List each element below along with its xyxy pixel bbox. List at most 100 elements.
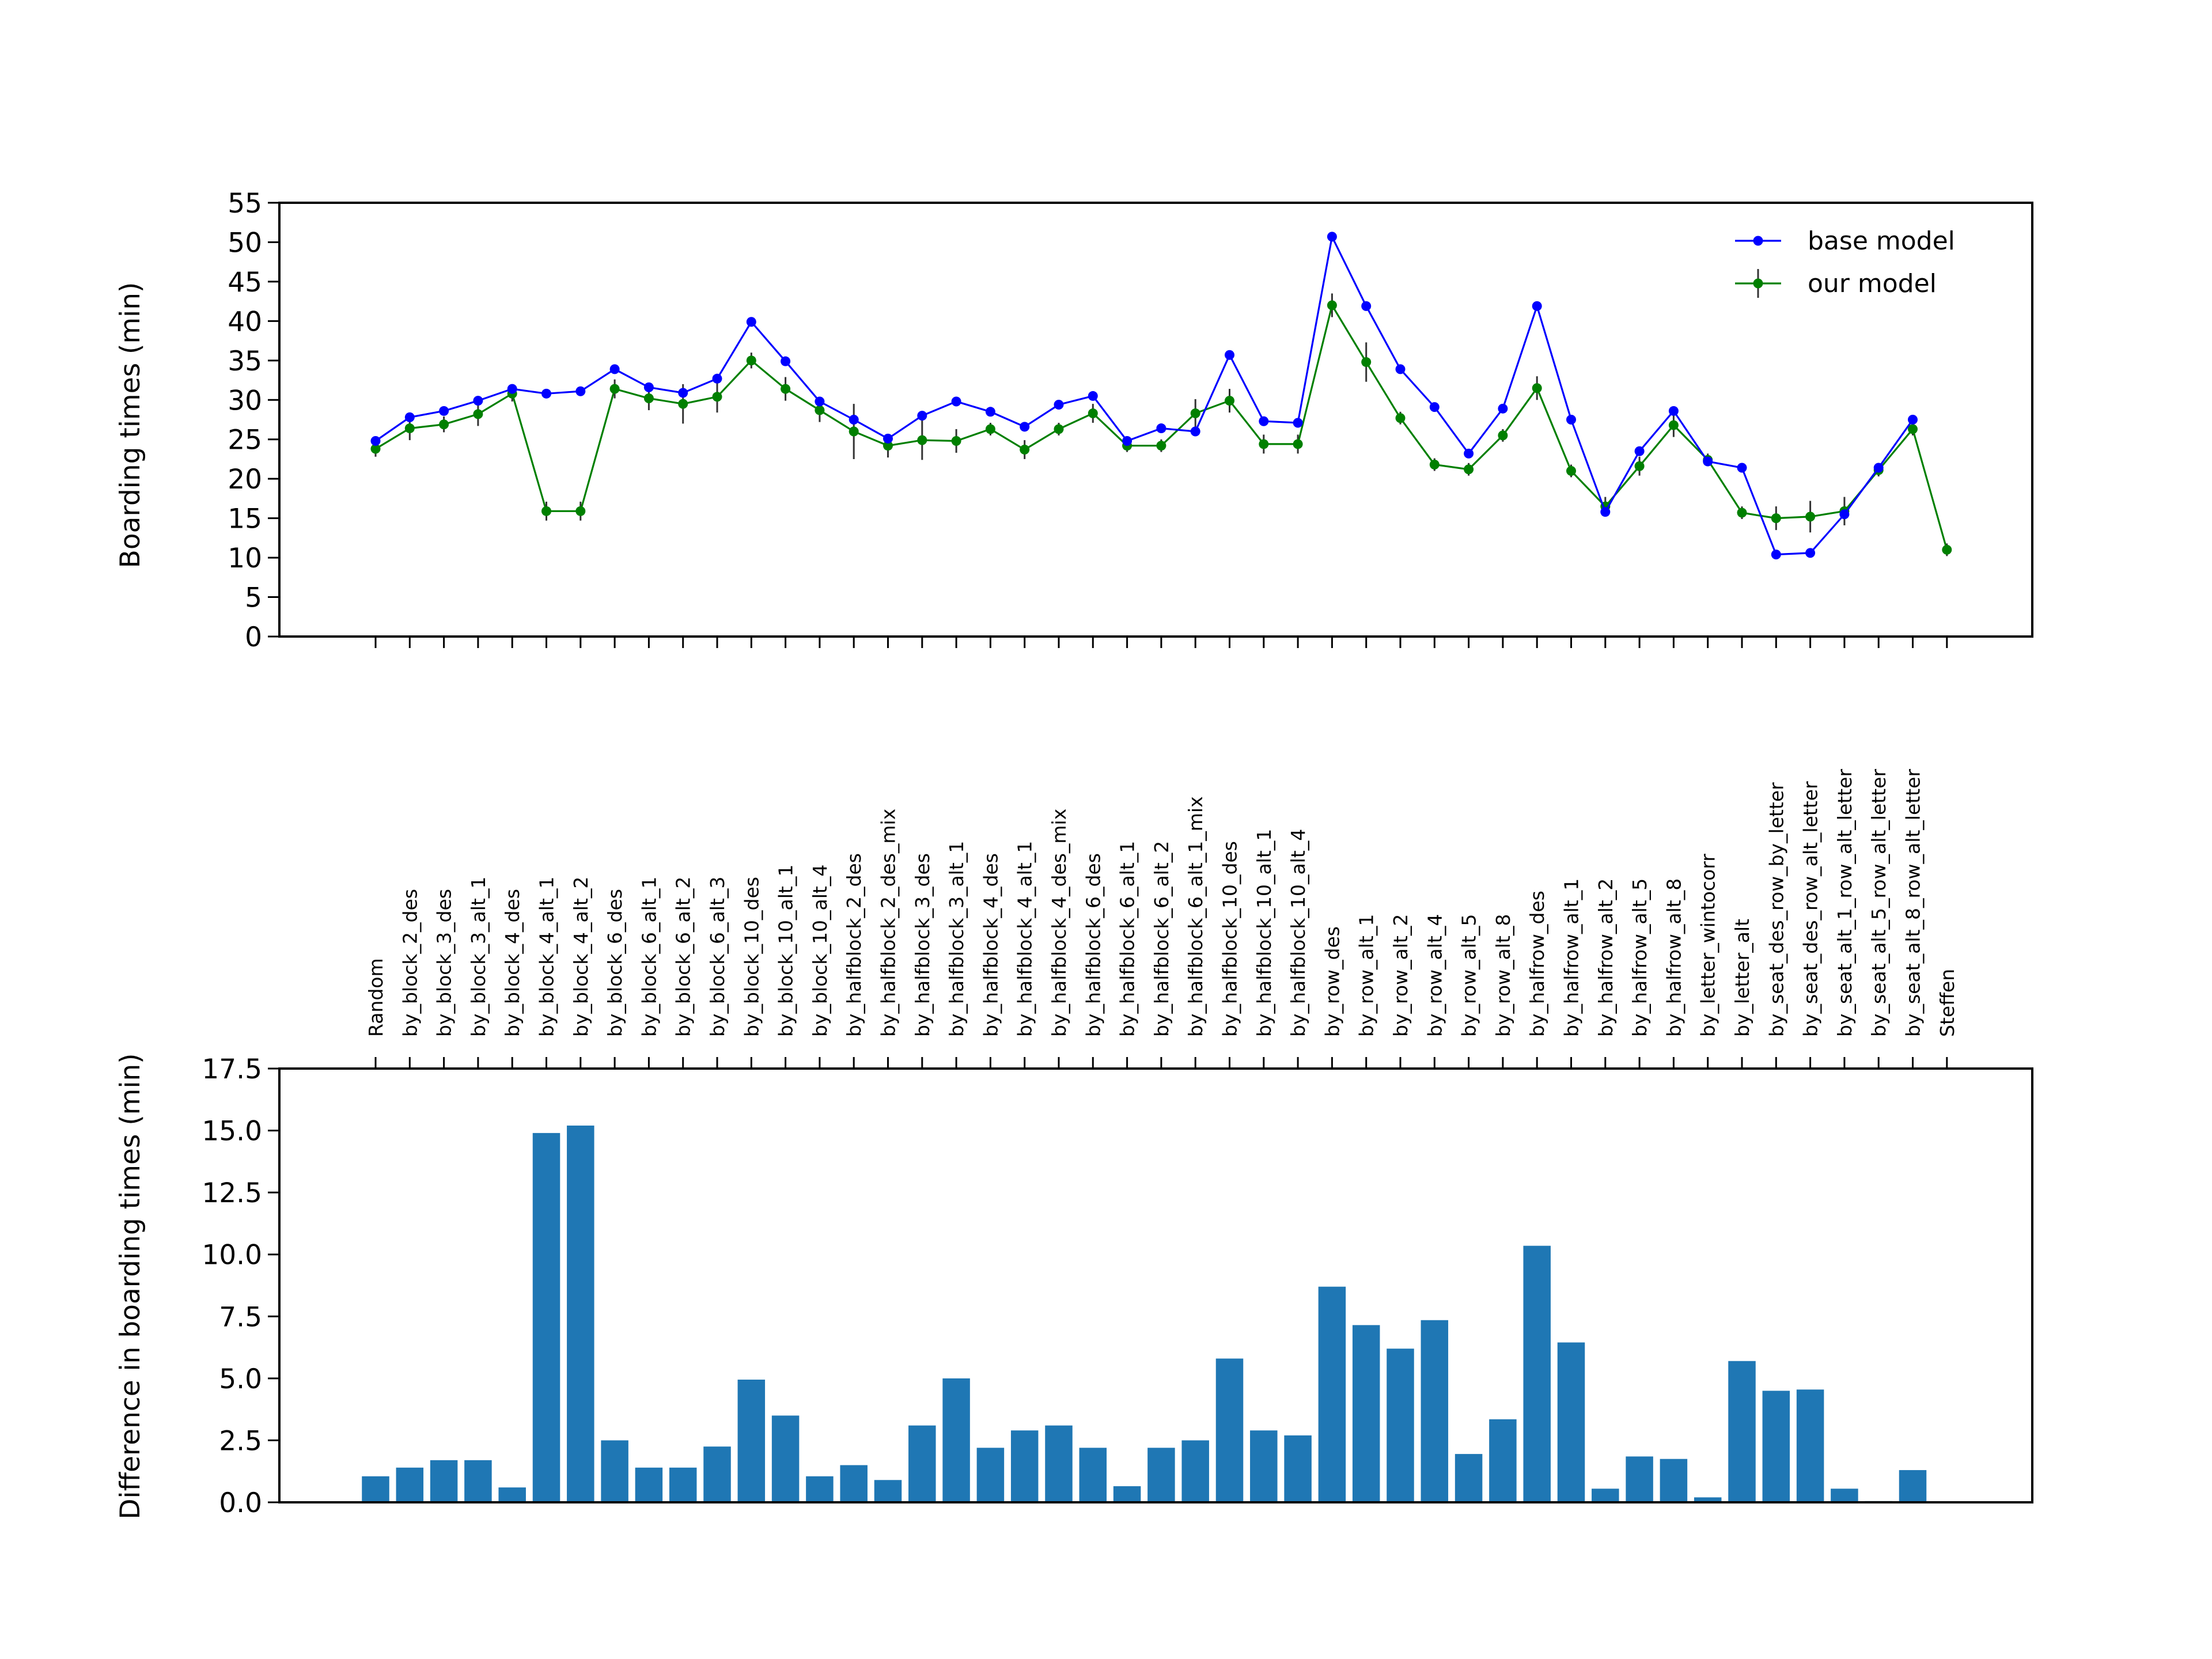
category-label: by_halfrow_alt_2 (1594, 878, 1617, 1037)
data-point (1873, 463, 1884, 473)
data-point (1668, 420, 1679, 430)
category-label: by_halfrow_des (1526, 891, 1548, 1037)
data-point (370, 444, 381, 454)
data-point (1771, 513, 1781, 524)
data-point (1498, 403, 1508, 414)
bar (1523, 1245, 1551, 1502)
category-label: Random (365, 958, 387, 1037)
top-y-tick-label: 55 (228, 188, 262, 219)
bar (1318, 1286, 1346, 1502)
bar (1831, 1488, 1858, 1502)
category-label: by_halfblock_4_des_mix (1048, 809, 1070, 1037)
data-point (1327, 300, 1337, 310)
bar (840, 1465, 868, 1502)
category-label: by_halfblock_6_alt_1 (1116, 841, 1139, 1037)
data-point (1259, 439, 1269, 449)
data-point (1805, 512, 1816, 522)
data-point (1088, 391, 1098, 401)
data-point (1532, 383, 1542, 393)
data-point (1464, 448, 1474, 459)
bar (464, 1460, 492, 1502)
bar (1660, 1459, 1688, 1502)
series-base-model (370, 232, 1918, 560)
bar (1489, 1419, 1517, 1502)
data-point (1054, 399, 1064, 410)
bar (1796, 1389, 1824, 1502)
bar (1387, 1349, 1414, 1502)
top-y-tick-label: 40 (228, 306, 262, 338)
legend-marker (1753, 278, 1763, 289)
data-point (815, 396, 825, 407)
data-point (1225, 396, 1234, 406)
data-point (1908, 415, 1918, 425)
bar (1215, 1358, 1244, 1502)
data-point (1429, 460, 1440, 470)
bottom-y-axis-label: Difference in boarding times (min) (115, 1053, 146, 1519)
series-line (375, 233, 1914, 556)
data-point (1225, 350, 1234, 360)
data-point (985, 407, 995, 417)
category-label: by_row_des (1321, 926, 1343, 1037)
category-label: by_halfblock_3_des (911, 853, 934, 1037)
data-point (404, 412, 415, 422)
top-y-tick-label: 50 (228, 227, 262, 259)
top-y-tick-label: 25 (228, 425, 262, 456)
category-label: by_block_4_alt_1 (536, 877, 558, 1037)
data-point (370, 435, 381, 446)
category-label: by_halfblock_4_des (979, 853, 1002, 1037)
top-y-tick-label: 30 (228, 385, 262, 416)
bar (601, 1440, 628, 1502)
category-label: by_block_3_alt_1 (467, 877, 490, 1037)
bar (1557, 1342, 1585, 1502)
data-point (1361, 357, 1372, 368)
data-point (1737, 463, 1747, 473)
category-label: by_halfblock_2_des (843, 853, 865, 1037)
data-point (1737, 507, 1747, 518)
data-point (1088, 408, 1098, 419)
category-label: by_row_alt_1 (1355, 914, 1378, 1037)
bar (635, 1467, 663, 1502)
data-point (1600, 507, 1611, 517)
data-point (1464, 464, 1474, 475)
bar (1421, 1320, 1449, 1502)
top-y-tick-label: 35 (228, 346, 262, 377)
bar (874, 1480, 902, 1502)
data-point (1293, 439, 1303, 449)
bottom-y-tick-label: 17.5 (202, 1054, 262, 1085)
category-tick-labels: Random by_block_2_des by_block_3_des by_blo… (365, 769, 1959, 1037)
category-label: by_row_alt_8 (1492, 914, 1514, 1037)
bottom-plot-frame (278, 1067, 2033, 1503)
data-point (1634, 446, 1645, 456)
data-point (678, 399, 688, 409)
data-point (1634, 461, 1645, 471)
top-y-tick-label: 45 (228, 267, 262, 298)
top-y-tick-label: 20 (228, 464, 262, 495)
category-label: by_halfblock_10_alt_4 (1287, 829, 1309, 1037)
series-our-model (370, 293, 1952, 556)
data-point (439, 406, 449, 416)
bar (567, 1125, 594, 1502)
category-label: by_block_10_des (740, 877, 763, 1037)
data-point (1703, 456, 1713, 467)
bar (430, 1460, 458, 1502)
data-point (1566, 465, 1576, 476)
data-point (1190, 426, 1200, 437)
category-label: by_row_alt_4 (1423, 914, 1446, 1037)
category-label: by_block_10_alt_1 (775, 865, 797, 1037)
bar (1010, 1430, 1039, 1502)
bottom-y-tick-label: 7.5 (219, 1301, 262, 1333)
data-point (473, 396, 483, 406)
data-point (1395, 364, 1406, 374)
data-point (985, 424, 995, 434)
category-label: by_halfrow_alt_1 (1560, 878, 1583, 1037)
data-point (404, 423, 415, 434)
bar (908, 1425, 936, 1502)
data-point (1429, 402, 1440, 412)
legend-marker (1753, 236, 1763, 246)
data-point (781, 384, 791, 394)
data-point (815, 405, 825, 415)
category-label: by_block_4_alt_2 (570, 877, 592, 1037)
category-label: by_block_6_des (604, 889, 626, 1037)
bar (1250, 1430, 1278, 1502)
